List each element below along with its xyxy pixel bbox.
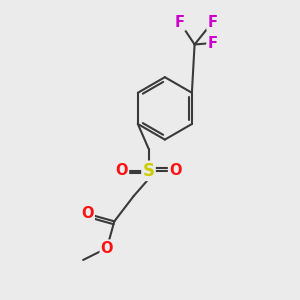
Text: F: F bbox=[207, 15, 218, 30]
Text: F: F bbox=[207, 35, 218, 50]
Text: S: S bbox=[142, 162, 154, 180]
Text: O: O bbox=[101, 241, 113, 256]
Text: O: O bbox=[169, 163, 182, 178]
Text: O: O bbox=[81, 206, 94, 221]
Text: O: O bbox=[116, 163, 128, 178]
Text: F: F bbox=[175, 15, 185, 30]
